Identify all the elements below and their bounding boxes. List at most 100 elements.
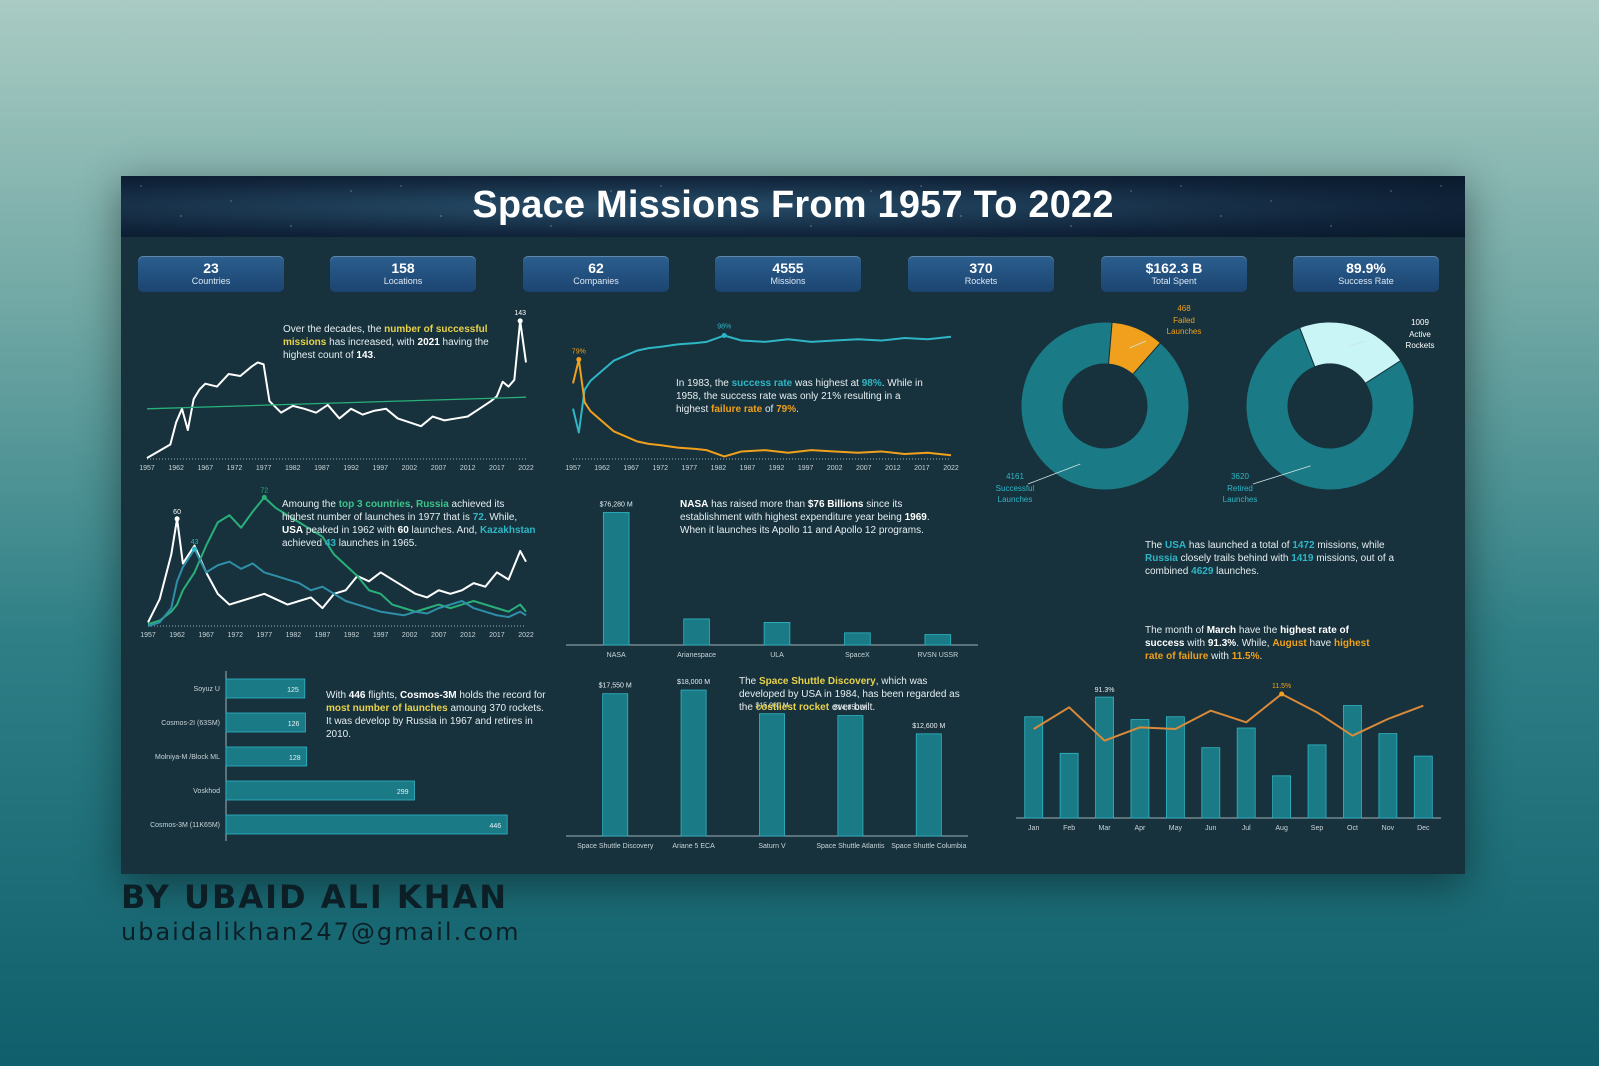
note-segment: 91.3% bbox=[1207, 638, 1237, 649]
x-tick-label: 1957 bbox=[140, 632, 156, 639]
donut-slice bbox=[1108, 321, 1162, 376]
note-segment: flights, bbox=[365, 690, 400, 701]
peak-marker bbox=[174, 516, 180, 522]
leader-line bbox=[1349, 340, 1367, 347]
data-label: 11.5% bbox=[1272, 683, 1291, 690]
note-segment: missions, out of a combined bbox=[1145, 553, 1395, 577]
note-segment: 72 bbox=[472, 512, 484, 523]
x-tick-label: 1962 bbox=[168, 465, 184, 472]
note-segment: achieved bbox=[282, 538, 325, 549]
note-segment: has launched a total of bbox=[1186, 540, 1293, 551]
note-segment: 1969 bbox=[904, 512, 927, 523]
x-tick-label: SpaceX bbox=[845, 652, 870, 659]
x-tick-label: Feb bbox=[1063, 825, 1075, 832]
kpi-value: 4555 bbox=[772, 260, 804, 276]
x-tick-label: 2002 bbox=[402, 632, 418, 639]
note-segment: 11.5% bbox=[1231, 651, 1260, 662]
top-countries-chart: 1957 1962 1967 1972 1977 1982 1987 1992 1997 2002… bbox=[140, 487, 534, 639]
y-tick-label: Cosmos-2I (63SM) bbox=[161, 720, 220, 727]
failure-rate-line bbox=[1033, 693, 1424, 742]
note-segment: 43 bbox=[324, 538, 336, 549]
monthly-rate-chart: Jan Feb Mar Apr May Jun Jul Aug Sep Oct Nov Dec 91.3… bbox=[1016, 683, 1441, 832]
kpi-missions: 4555 Missions bbox=[715, 256, 861, 292]
x-tick-label: 1982 bbox=[711, 465, 727, 472]
success-peak-marker bbox=[721, 333, 727, 339]
bar bbox=[1095, 696, 1114, 819]
kpi-countries: 23 Countries bbox=[138, 256, 284, 292]
y-tick-label: Molniya-M /Block ML bbox=[155, 754, 220, 761]
data-label: 446 bbox=[489, 823, 501, 830]
x-tick-label: 2012 bbox=[460, 465, 476, 472]
x-tick-label: 1997 bbox=[798, 465, 814, 472]
y-tick-label: Soyuz U bbox=[194, 686, 220, 693]
kpi-value: 370 bbox=[969, 260, 993, 276]
series-line bbox=[147, 548, 527, 627]
note-segment: Kazakhstan bbox=[479, 525, 536, 536]
x-tick-label: 1967 bbox=[623, 465, 639, 472]
note-segment: since its establishment with highest exp… bbox=[680, 499, 905, 523]
note-segment: 143 bbox=[356, 350, 374, 361]
kpi-total-spent: $162.3 B Total Spent bbox=[1101, 256, 1247, 292]
note-segment: . bbox=[373, 350, 376, 361]
x-tick-label: 1972 bbox=[227, 465, 243, 472]
data-label: 98% bbox=[717, 324, 731, 331]
peak-marker bbox=[261, 494, 267, 500]
note-segment: having the highest count of bbox=[283, 337, 489, 361]
kpi-label: Companies bbox=[573, 276, 619, 286]
x-tick-label: Space Shuttle Columbia bbox=[891, 843, 966, 850]
leader-line bbox=[1252, 465, 1311, 485]
note-segment: . While, bbox=[483, 512, 518, 523]
bar bbox=[837, 715, 864, 837]
note-segment: top 3 countries bbox=[338, 499, 411, 510]
bar bbox=[1413, 755, 1433, 819]
note-segment: . bbox=[1259, 651, 1263, 662]
slice-value: 3620 bbox=[1231, 472, 1249, 481]
x-tick-label: Arianespace bbox=[677, 652, 716, 659]
kpi-label: Locations bbox=[383, 276, 423, 286]
shuttle-note: The Space Shuttle Discovery, which was d… bbox=[739, 675, 974, 714]
x-tick-label: 1982 bbox=[286, 632, 302, 639]
bar bbox=[225, 678, 306, 699]
note-segment: number of successful missions bbox=[283, 324, 488, 348]
x-tick-label: 2012 bbox=[885, 465, 901, 472]
dashboard: Space Missions From 1957 To 2022 23 Count… bbox=[121, 176, 1465, 874]
x-tick-label: 1957 bbox=[565, 465, 581, 472]
x-tick-label: Jan bbox=[1028, 825, 1039, 832]
x-tick-label: 1992 bbox=[344, 632, 360, 639]
bar bbox=[1236, 727, 1256, 819]
launch-outcome-donut: 4161 Successful Launches 468 Failed Launches bbox=[996, 304, 1202, 504]
x-tick-label: 1967 bbox=[198, 632, 214, 639]
note-segment: achieved its highest number of launches … bbox=[282, 499, 505, 523]
note-segment: Amoung the bbox=[282, 499, 339, 510]
x-tick-label: Dec bbox=[1417, 825, 1430, 832]
note-segment: have the bbox=[1236, 625, 1281, 636]
note-segment: launches. bbox=[1213, 566, 1259, 577]
x-tick-label: Jul bbox=[1242, 825, 1251, 832]
x-tick-label: Apr bbox=[1135, 825, 1147, 832]
x-tick-label: 2017 bbox=[489, 465, 505, 472]
bar bbox=[1307, 744, 1327, 819]
note-segment: . When it launches its Apollo 11 and Apo… bbox=[680, 512, 930, 536]
x-tick-label: 2007 bbox=[856, 465, 872, 472]
note-segment: Cosmos-3M bbox=[399, 690, 457, 701]
note-segment: Space Shuttle Discovery bbox=[759, 676, 876, 687]
x-tick-label: 1967 bbox=[198, 465, 214, 472]
x-tick-label: 1997 bbox=[372, 465, 388, 472]
bar bbox=[683, 618, 710, 646]
x-tick-label: 1977 bbox=[256, 465, 272, 472]
series-line bbox=[146, 319, 527, 459]
data-label: 79% bbox=[572, 348, 586, 355]
x-tick-label: RVSN USSR bbox=[917, 652, 958, 659]
x-tick-label: Saturn V bbox=[758, 843, 786, 850]
note-segment: of bbox=[762, 404, 777, 415]
top-countries-note: Amoung the top 3 countries, Russia achie… bbox=[282, 498, 537, 550]
nasa-note: NASA has raised more than $76 Billions s… bbox=[680, 498, 930, 537]
bar bbox=[225, 814, 508, 835]
bar bbox=[1024, 716, 1044, 819]
note-segment: In 1983, the bbox=[676, 378, 732, 389]
x-tick-label: 1957 bbox=[139, 465, 155, 472]
leader-line bbox=[1129, 340, 1147, 349]
bar bbox=[602, 693, 629, 837]
data-label: 125 bbox=[287, 687, 299, 694]
x-tick-label: 2012 bbox=[460, 632, 476, 639]
